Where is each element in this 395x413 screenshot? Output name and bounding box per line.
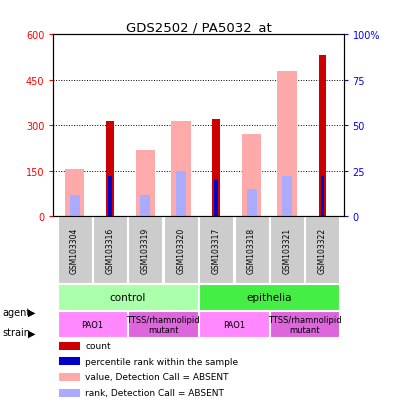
Bar [270,217,304,284]
Bar [164,217,198,284]
Text: ▶: ▶ [28,328,36,337]
Bar [214,180,218,217]
Text: GSM103318: GSM103318 [247,227,256,273]
Text: TTSS/rhamnolipid
mutant: TTSS/rhamnolipid mutant [126,315,200,334]
Bar [277,71,297,217]
Text: ▶: ▶ [28,307,36,317]
Bar [305,217,339,284]
Text: GSM103320: GSM103320 [176,227,185,273]
Bar [212,120,220,217]
Bar [199,217,233,284]
Bar [58,217,92,284]
Text: rank, Detection Call = ABSENT: rank, Detection Call = ABSENT [85,388,224,397]
Bar [106,121,114,217]
Bar [58,311,127,337]
Bar [135,150,155,217]
Text: PAO1: PAO1 [223,320,245,329]
Bar [59,373,80,381]
Bar [93,217,127,284]
Bar [108,177,112,217]
Bar [199,311,269,337]
Bar [321,177,324,217]
Bar [141,195,150,217]
Bar [70,195,79,217]
Text: control: control [109,292,146,302]
Text: GSM103322: GSM103322 [318,227,327,273]
Bar [270,311,339,337]
Text: GSM103304: GSM103304 [70,227,79,273]
Text: TTSS/rhamnolipid
mutant: TTSS/rhamnolipid mutant [268,315,342,334]
Bar [176,171,186,217]
Bar [59,389,80,397]
Text: value, Detection Call = ABSENT: value, Detection Call = ABSENT [85,372,229,381]
Text: agent: agent [2,307,30,317]
Text: GSM103317: GSM103317 [212,227,221,273]
Bar [235,217,269,284]
Text: percentile rank within the sample: percentile rank within the sample [85,357,239,366]
Bar [65,170,84,217]
Bar [242,135,261,217]
Text: count: count [85,342,111,351]
Text: GSM103321: GSM103321 [282,227,292,273]
Bar [59,342,80,350]
Bar [199,284,339,310]
Text: GSM103316: GSM103316 [105,227,115,273]
Bar [282,177,292,217]
Bar [318,56,326,217]
Title: GDS2502 / PA5032_at: GDS2502 / PA5032_at [126,21,271,34]
Bar [59,357,80,366]
Text: PAO1: PAO1 [81,320,103,329]
Bar [58,284,198,310]
Bar [128,217,162,284]
Text: epithelia: epithelia [246,292,292,302]
Text: strain: strain [2,328,30,337]
Bar [171,121,190,217]
Text: GSM103319: GSM103319 [141,227,150,273]
Bar [128,311,198,337]
Bar [246,190,257,217]
